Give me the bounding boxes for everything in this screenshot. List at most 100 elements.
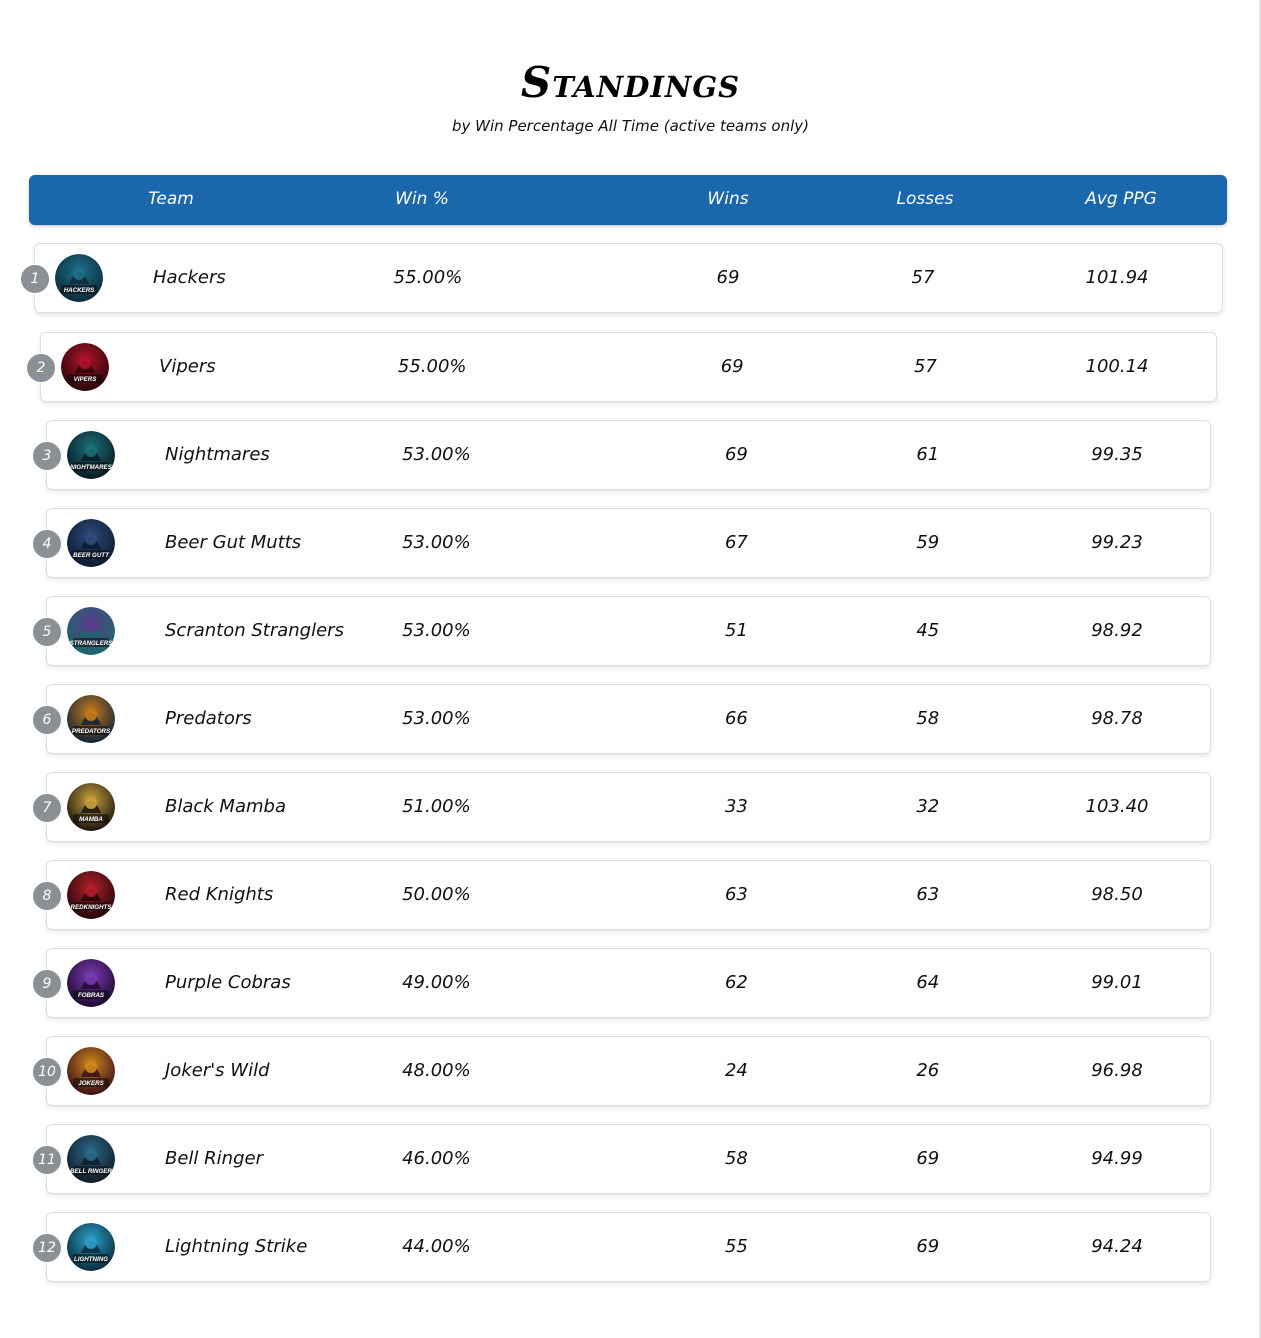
table-row[interactable]: 8 REDKNIGHTS Red Knights 50.00% 63 63 98.50 (32, 860, 1211, 930)
avg-ppg-value: 98.50 (1091, 884, 1143, 905)
avg-ppg-value: 100.14 (1085, 356, 1149, 377)
svg-text:HACKERS: HACKERS (64, 287, 95, 294)
team-name: Beer Gut Mutts (165, 532, 302, 553)
rank-badge: 9 (32, 969, 62, 999)
column-header-losses[interactable]: Losses (896, 189, 954, 209)
table-row[interactable]: 3 NIGHTMARES Nightmares 53.00% 69 61 99.35 (32, 420, 1211, 490)
team-name: Nightmares (165, 444, 270, 465)
svg-text:VIPERS: VIPERS (74, 376, 98, 383)
win-pct-value: 48.00% (402, 1060, 471, 1081)
rank-badge: 10 (32, 1057, 62, 1087)
avg-ppg-value: 99.35 (1091, 444, 1143, 465)
team-name: Scranton Stranglers (165, 620, 344, 641)
team-logo-icon: NIGHTMARES (67, 431, 115, 479)
wins-value: 67 (724, 532, 748, 553)
wins-value: 51 (724, 620, 748, 641)
table-row[interactable]: 9 FOBRAS Purple Cobras 49.00% 62 64 99.01 (32, 948, 1211, 1018)
losses-value: 26 (916, 1060, 940, 1081)
avg-ppg-value: 101.94 (1085, 267, 1149, 288)
losses-value: 58 (916, 708, 940, 729)
table-row[interactable]: 7 MAMBA Black Mamba 51.00% 33 32 103.40 (32, 772, 1211, 842)
wins-value: 58 (724, 1148, 748, 1169)
wins-value: 69 (716, 267, 740, 288)
team-name: Hackers (153, 267, 226, 288)
rank-badge: 6 (32, 705, 62, 735)
table-row[interactable]: 5 STRANGLERS Scranton Stranglers 53.00% 51 45… (32, 596, 1211, 666)
wins-value: 63 (724, 884, 748, 905)
wins-value: 24 (724, 1060, 748, 1081)
losses-value: 63 (916, 884, 940, 905)
page-title: Standings (520, 58, 741, 107)
table-row[interactable]: 12 LIGHTNING Lightning Strike 44.00% 55 69 94.… (32, 1212, 1211, 1282)
team-name: Joker's Wild (165, 1060, 270, 1081)
team-logo-icon: REDKNIGHTS (67, 871, 115, 919)
losses-value: 59 (916, 532, 940, 553)
losses-value: 69 (916, 1236, 940, 1257)
column-header-avg-ppg[interactable]: Avg PPG (1085, 189, 1157, 209)
table-row[interactable]: 1 HACKERS Hackers 55.00% 69 57 101.94 (20, 243, 1223, 313)
team-logo-icon: BELL RINGER (67, 1135, 115, 1183)
team-name: Predators (165, 708, 252, 729)
win-pct-value: 50.00% (402, 884, 471, 905)
column-header-team[interactable]: Team (148, 189, 194, 209)
win-pct-value: 51.00% (402, 796, 471, 817)
win-pct-value: 55.00% (393, 267, 463, 288)
losses-value: 69 (916, 1148, 940, 1169)
team-name: Bell Ringer (165, 1148, 263, 1169)
team-name: Purple Cobras (165, 972, 291, 993)
page-edge (1259, 0, 1261, 1338)
rank-badge: 7 (32, 793, 62, 823)
svg-text:BELL RINGER: BELL RINGER (70, 1168, 112, 1175)
table-header: Team Win % Wins Losses Avg PPG (29, 175, 1227, 225)
losses-value: 61 (916, 444, 940, 465)
svg-text:NIGHTMARES: NIGHTMARES (70, 464, 112, 471)
avg-ppg-value: 99.01 (1091, 972, 1143, 993)
team-name: Black Mamba (165, 796, 286, 817)
team-logo-icon: FOBRAS (67, 959, 115, 1007)
avg-ppg-value: 96.98 (1091, 1060, 1143, 1081)
avg-ppg-value: 99.23 (1091, 532, 1143, 553)
svg-text:PREDATORS: PREDATORS (72, 728, 111, 735)
column-header-wins[interactable]: Wins (707, 189, 749, 209)
svg-text:REDKNIGHTS: REDKNIGHTS (71, 904, 113, 911)
wins-value: 55 (724, 1236, 748, 1257)
table-row[interactable]: 11 BELL RINGER Bell Ringer 46.00% 58 69 94.99 (32, 1124, 1211, 1194)
rank-badge: 11 (32, 1145, 62, 1175)
losses-value: 57 (913, 356, 937, 377)
win-pct-value: 46.00% (402, 1148, 471, 1169)
table-row[interactable]: 10 JOKERS Joker's Wild 48.00% 24 26 96.98 (32, 1036, 1211, 1106)
table-row[interactable]: 4 BEER GUTT Beer Gut Mutts 53.00% 67 59 99.23 (32, 508, 1211, 578)
svg-text:JOKERS: JOKERS (78, 1080, 104, 1087)
team-logo-icon: HACKERS (55, 254, 103, 302)
rank-badge: 5 (32, 617, 62, 647)
losses-value: 57 (911, 267, 935, 288)
table-row[interactable]: 2 VIPERS Vipers 55.00% 69 57 100.14 (26, 332, 1217, 402)
team-name: Lightning Strike (165, 1236, 308, 1257)
team-logo-icon: VIPERS (61, 343, 109, 391)
rank-badge: 12 (32, 1233, 62, 1263)
win-pct-value: 53.00% (402, 708, 471, 729)
page-subtitle: by Win Percentage All Time (active teams… (451, 117, 810, 135)
svg-text:STRANGLERS: STRANGLERS (70, 640, 113, 647)
rank-badge: 4 (32, 529, 62, 559)
avg-ppg-value: 94.24 (1091, 1236, 1143, 1257)
win-pct-value: 49.00% (402, 972, 471, 993)
team-logo-icon: STRANGLERS (67, 607, 115, 655)
wins-value: 69 (720, 356, 744, 377)
wins-value: 62 (724, 972, 748, 993)
losses-value: 45 (916, 620, 940, 641)
wins-value: 69 (724, 444, 748, 465)
losses-value: 64 (916, 972, 940, 993)
svg-text:BEER GUTT: BEER GUTT (73, 552, 110, 559)
avg-ppg-value: 98.78 (1091, 708, 1143, 729)
team-logo-icon: PREDATORS (67, 695, 115, 743)
table-row[interactable]: 6 PREDATORS Predators 53.00% 66 58 98.78 (32, 684, 1211, 754)
team-logo-icon: JOKERS (67, 1047, 115, 1095)
rank-badge: 8 (32, 881, 62, 911)
rank-badge: 2 (26, 353, 56, 383)
win-pct-value: 44.00% (402, 1236, 471, 1257)
svg-text:FOBRAS: FOBRAS (78, 992, 105, 999)
column-header-win-pct[interactable]: Win % (395, 189, 449, 209)
svg-text:LIGHTNING: LIGHTNING (74, 1256, 108, 1263)
win-pct-value: 55.00% (397, 356, 467, 377)
